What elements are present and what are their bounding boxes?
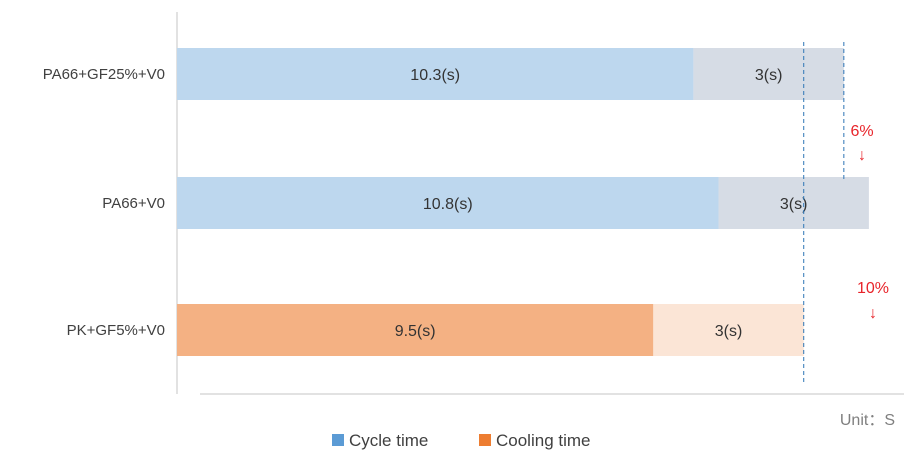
bar-cycle-pa66-gf25-v0 <box>177 48 694 100</box>
category-label-pa66-v0: PA66+V0 <box>102 195 165 212</box>
data-label-cooling-pa66-gf25-v0: 3(s) <box>755 67 783 84</box>
unit-label: Unit：S <box>840 412 895 429</box>
legend-swatch-cooling-time <box>479 434 491 446</box>
data-label-cooling-pa66-v0: 3(s) <box>780 196 808 213</box>
category-labels-group: PA66+GF25%+V0 PA66+V0 PK+GF5%+V0 <box>43 66 165 339</box>
legend: Cycle time Cooling time <box>332 431 591 450</box>
bar-cycle-pk-gf5-v0 <box>177 304 654 356</box>
data-label-cycle-pa66-gf25-v0: 10.3(s) <box>410 67 460 84</box>
category-label-pk-gf5-v0: PK+GF5%+V0 <box>67 322 165 339</box>
data-label-cycle-pa66-v0: 10.8(s) <box>423 196 473 213</box>
annotation-arrow-1: ↓ <box>858 147 866 164</box>
bar-cooling-pa66-v0 <box>718 177 869 229</box>
data-label-cycle-pk-gf5-v0: 9.5(s) <box>395 323 436 340</box>
legend-label-cooling-time: Cooling time <box>496 431 591 450</box>
annotation-percent-1: 6% <box>850 123 873 140</box>
guide-lines-group <box>803 42 845 382</box>
data-label-cooling-pk-gf5-v0: 3(s) <box>715 323 743 340</box>
bars-group: 10.3(s) 3(s) 10.8(s) 3(s) 9.5(s) 3(s) <box>177 48 869 356</box>
bar-cooling-pk-gf5-v0 <box>653 304 804 356</box>
bar-cycle-pa66-v0 <box>177 177 719 229</box>
legend-swatch-cycle-time <box>332 434 344 446</box>
bar-cooling-pa66-gf25-v0 <box>693 48 844 100</box>
legend-label-cycle-time: Cycle time <box>349 431 428 450</box>
annotations-group: 6% ↓ 10% ↓ <box>850 123 889 322</box>
annotation-percent-2: 10% <box>857 280 889 297</box>
annotation-arrow-2: ↓ <box>869 305 877 322</box>
category-label-pa66-gf25-v0: PA66+GF25%+V0 <box>43 66 165 83</box>
